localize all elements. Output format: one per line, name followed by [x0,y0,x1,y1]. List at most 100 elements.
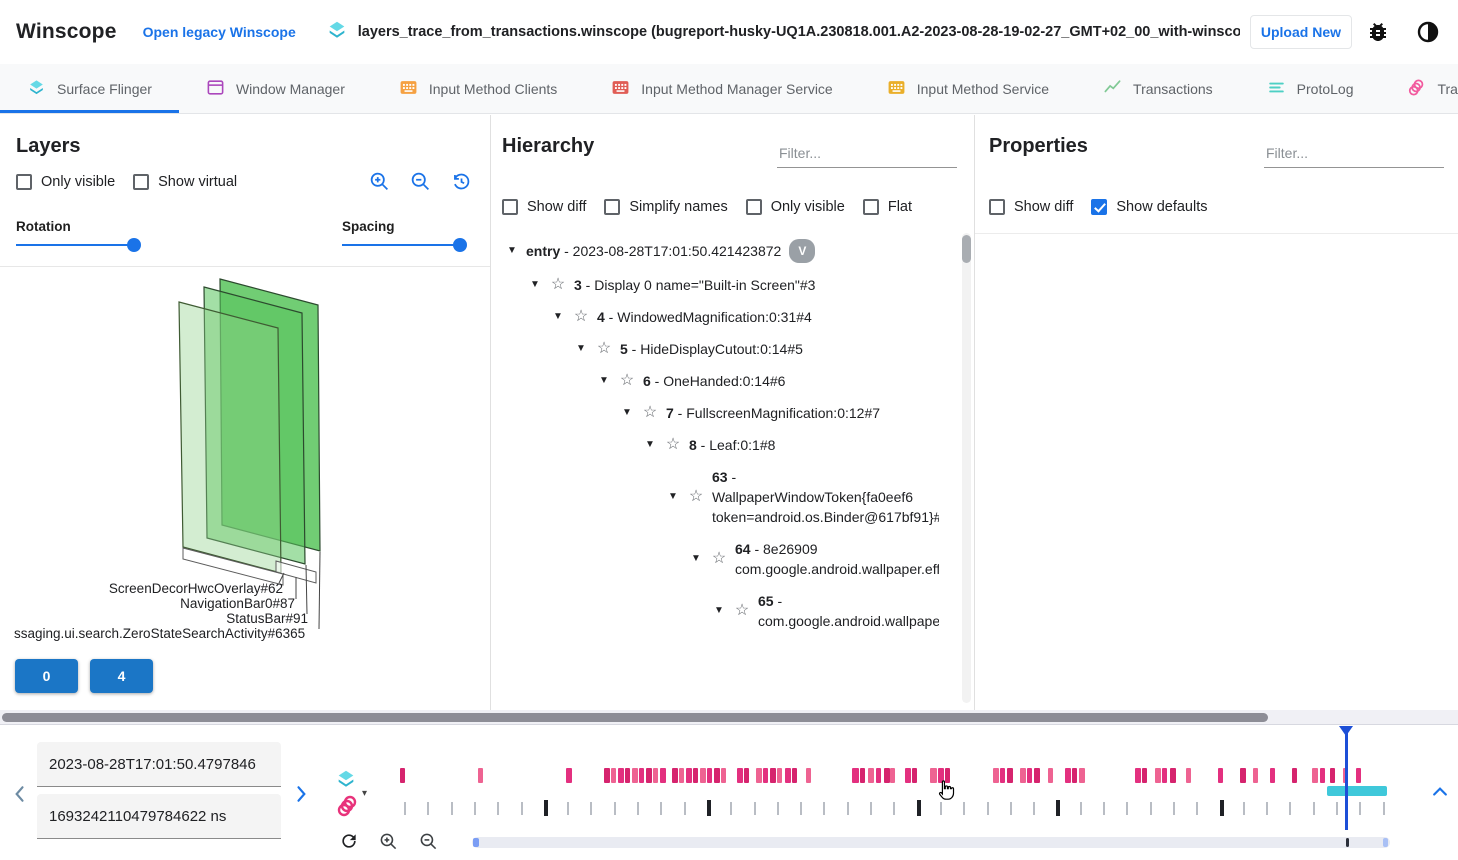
trace-entry-tick[interactable] [707,800,711,816]
main-horizontal-scrollbar[interactable] [0,710,1458,725]
collapse-arrow-icon[interactable]: ▼ [622,407,632,418]
trace-entry-tick[interactable] [474,802,476,815]
trace-entry-tick[interactable] [847,802,849,815]
pin-star-icon[interactable]: ☆ [688,488,704,505]
timeline-cursor-line[interactable] [1345,728,1348,830]
checkbox-only-visible[interactable]: Only visible [16,174,115,190]
hierarchy-scrollbar[interactable] [962,233,971,703]
tree-node-5[interactable]: ▼ ☆ 5 - HideDisplayCutout:0:14#5 [497,333,939,365]
checkbox-box[interactable] [862,199,879,215]
trace-entry-tick[interactable] [870,802,872,815]
transition-mark[interactable] [785,768,791,783]
pin-star-icon[interactable]: ☆ [665,436,681,453]
tree-node-3[interactable]: ▼ ☆ 3 - Display 0 name="Built-in Screen"#3 [497,269,939,301]
transition-mark[interactable] [707,768,712,783]
trace-entry-tick[interactable] [404,802,406,815]
transition-mark[interactable] [714,768,720,783]
tree-node-entry[interactable]: ▼ entry - 2023-08-28T17:01:50.421423872 V [497,233,939,269]
trace-entry-tick[interactable] [1080,802,1082,815]
trace-entry-tick[interactable] [940,802,942,815]
checkbox-show-defaults[interactable]: Show defaults [1091,199,1207,215]
transition-mark[interactable] [792,768,797,783]
trace-entry-tick[interactable] [730,802,732,815]
transition-mark[interactable] [1000,768,1005,783]
trace-entry-tick[interactable] [1336,802,1338,815]
checkbox-box[interactable] [989,199,1005,215]
transition-mark[interactable] [737,768,743,783]
transition-mark[interactable] [993,768,999,783]
refresh-icon[interactable] [339,831,359,856]
transition-mark[interactable] [852,768,859,783]
dark-mode-toggle-icon[interactable] [1416,20,1440,44]
timeline-zoom-out-icon[interactable] [419,832,438,856]
scene-label[interactable]: ScreenDecorHwcOverlay#62 [108,581,283,596]
transition-mark[interactable] [777,768,782,783]
transition-mark[interactable] [632,768,638,783]
collapse-arrow-icon[interactable]: ▼ [530,279,540,290]
transition-mark[interactable] [763,768,768,783]
checkbox-flat[interactable]: Flat [862,199,912,215]
transition-mark[interactable] [1162,768,1167,783]
transition-mark[interactable] [1240,768,1246,783]
layers-3d-canvas[interactable]: ScreenDecorHwcOverlay#62 NavigationBar0#… [0,266,490,710]
pin-star-icon[interactable]: ☆ [550,276,566,293]
transition-mark[interactable] [930,768,937,783]
checkbox-box[interactable] [1091,199,1108,215]
trace-entry-tick[interactable] [590,802,592,815]
collapse-arrow-icon[interactable]: ▼ [645,439,655,450]
transition-mark[interactable] [1142,768,1147,783]
open-legacy-link[interactable]: Open legacy Winscope [142,24,296,40]
transition-mark[interactable] [566,768,572,783]
checkbox-simplify-names[interactable]: Simplify names [604,199,728,215]
bug-report-icon[interactable] [1366,20,1390,44]
trace-entry-tick[interactable] [544,800,548,816]
collapse-arrow-icon[interactable]: ▼ [576,343,586,354]
previous-entry-button[interactable] [10,784,32,806]
scrollbar-thumb[interactable] [2,713,1268,722]
transition-mark[interactable] [756,768,762,783]
trace-entry-tick[interactable] [754,802,756,815]
transition-mark[interactable] [945,768,950,783]
transition-mark[interactable] [890,768,895,783]
tree-node-64[interactable]: ▼ ☆ 64 - 8e26909 com.google.android.wallpa… [497,533,939,585]
trace-entry-tick[interactable] [1289,802,1291,815]
tree-node-7[interactable]: ▼ ☆ 7 - FullscreenMagnification:0:12#7 [497,397,939,429]
next-entry-button[interactable] [291,784,313,806]
transition-mark[interactable] [1320,768,1325,783]
trace-entry-tick[interactable] [1173,802,1175,815]
trace-entry-tick[interactable] [497,802,499,815]
transition-mark[interactable] [1292,768,1297,783]
trace-entry-tick[interactable] [427,802,429,815]
checkbox-box[interactable] [604,199,621,215]
transition-mark[interactable] [1330,768,1335,783]
expand-timeline-button[interactable] [1430,782,1452,804]
scene-label[interactable]: NavigationBar0#87 [180,596,295,611]
trace-entry-tick[interactable] [684,802,686,815]
trace-entry-tick[interactable] [451,802,453,815]
transition-mark[interactable] [653,768,658,783]
pin-star-icon[interactable]: ☆ [642,404,658,421]
transition-mark[interactable] [1356,768,1361,783]
transition-mark[interactable] [1048,768,1053,783]
trace-entry-tick[interactable] [1010,802,1012,815]
trace-entry-tick[interactable] [1383,802,1385,815]
trace-entry-tick[interactable] [1266,802,1268,815]
collapse-arrow-icon[interactable]: ▼ [553,311,563,322]
transition-mark[interactable] [646,768,652,783]
collapse-arrow-icon[interactable]: ▼ [691,553,701,564]
transition-mark[interactable] [912,768,917,783]
transition-mark[interactable] [721,768,726,783]
transition-mark[interactable] [604,768,610,783]
checkbox-show-diff[interactable]: Show diff [989,199,1073,215]
transition-mark[interactable] [1186,768,1191,783]
trace-entry-tick[interactable] [777,802,779,815]
trace-entry-tick[interactable] [1196,802,1198,815]
rotation-slider[interactable] [16,238,141,252]
checkbox-show-diff[interactable]: Show diff [502,199,586,215]
tree-node-63[interactable]: ▼ ☆ 63 - WallpaperWindowToken{fa0eef6 toke… [497,461,939,533]
tree-node-65[interactable]: ▼ ☆ 65 - com.google.android.wallpaper.effe… [497,585,939,637]
spacing-slider[interactable] [342,238,467,252]
pin-star-icon[interactable]: ☆ [573,308,589,325]
pin-star-icon[interactable]: ☆ [619,372,635,389]
transition-mark[interactable] [1135,768,1141,783]
